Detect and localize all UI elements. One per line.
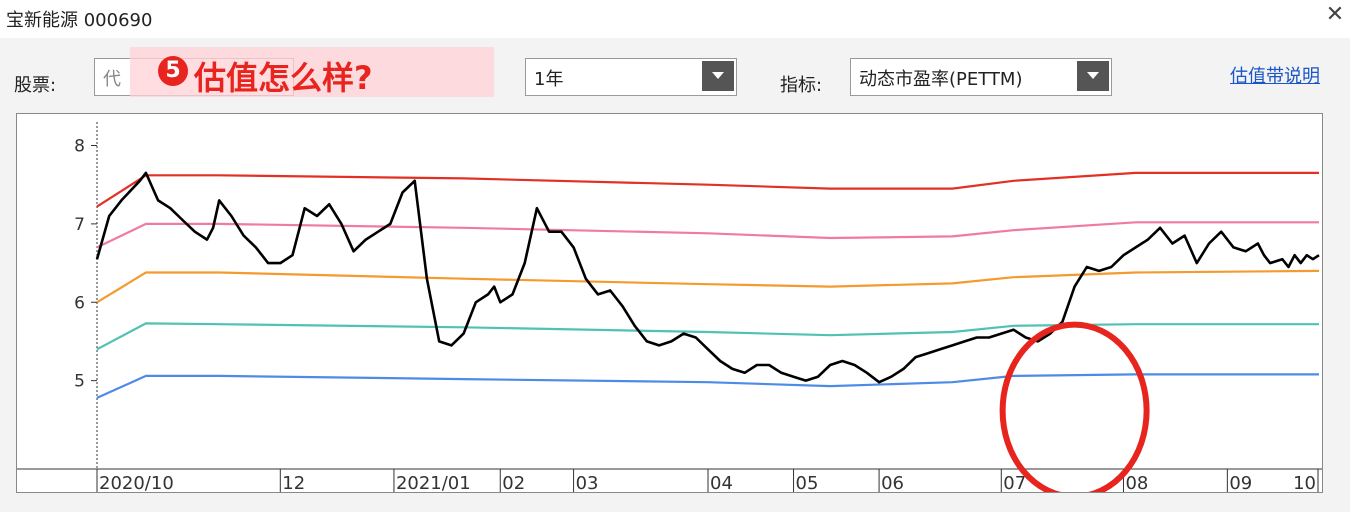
x-tick-label: 07 — [1003, 473, 1026, 492]
pe-ttm-line — [95, 171, 1320, 384]
annotation-circle — [999, 321, 1150, 500]
valuation-band-help-link[interactable]: 估值带说明 — [1230, 66, 1320, 87]
indicator-select[interactable]: 动态市盈率(PETTM) — [850, 58, 1112, 96]
indicator-value: 动态市盈率(PETTM) — [859, 69, 1023, 90]
x-tick-label: 02 — [502, 473, 525, 492]
chevron-down-icon[interactable] — [1077, 61, 1109, 91]
chart-canvas: 8 7 6 5 2020/10 12 2021/01 02 03 04 05 06 07 08 09 10 — [17, 122, 1322, 500]
y-tick-label: 8 — [74, 137, 85, 157]
x-tick-label: 12 — [282, 473, 305, 492]
indicator-label: 指标: — [780, 75, 823, 96]
valuation-band-line — [96, 221, 1319, 249]
banner-number-badge: 5 — [158, 56, 188, 86]
close-icon[interactable]: ✕ — [1325, 2, 1345, 27]
x-tick-label: 10 — [1293, 473, 1316, 492]
chevron-down-icon[interactable] — [702, 61, 734, 91]
valuation-band-line — [96, 322, 1319, 351]
period-value: 1年 — [534, 69, 564, 90]
annotation-banner: 5 估值怎么样? — [130, 47, 494, 97]
x-tick-label: 2021/01 — [396, 473, 471, 492]
stock-label: 股票: — [14, 75, 57, 96]
bottom-strip — [0, 494, 1350, 512]
valuation-band-line — [96, 269, 1320, 304]
x-tick-label: 06 — [881, 473, 904, 492]
x-tick-label: 04 — [710, 473, 733, 492]
x-tick-label: 03 — [576, 473, 599, 492]
x-tick-label: 08 — [1125, 473, 1148, 492]
period-select[interactable]: 1年 — [525, 58, 737, 96]
y-tick-label: 6 — [74, 293, 85, 313]
x-tick-label: 09 — [1229, 473, 1252, 492]
valuation-band-line — [96, 373, 1319, 399]
window-title: 宝新能源 000690 — [6, 10, 153, 31]
valuation-chart: 8 7 6 5 2020/10 12 2021/01 02 03 04 05 06 07 08 09 10 — [16, 113, 1323, 500]
toolbar: 股票: 代 1年 指标: 动态市盈率(PETTM) — [0, 38, 1350, 110]
x-tick-label: 05 — [796, 473, 819, 492]
valuation-band-line — [96, 171, 1319, 208]
y-tick-label: 7 — [74, 215, 85, 235]
banner-text: 估值怎么样? — [194, 59, 373, 97]
y-tick-label: 5 — [74, 372, 85, 392]
x-tick-label: 2020/10 — [99, 473, 174, 492]
window-titlebar: 宝新能源 000690 ✕ — [0, 0, 1350, 38]
stock-code-value: 代 — [103, 69, 121, 90]
